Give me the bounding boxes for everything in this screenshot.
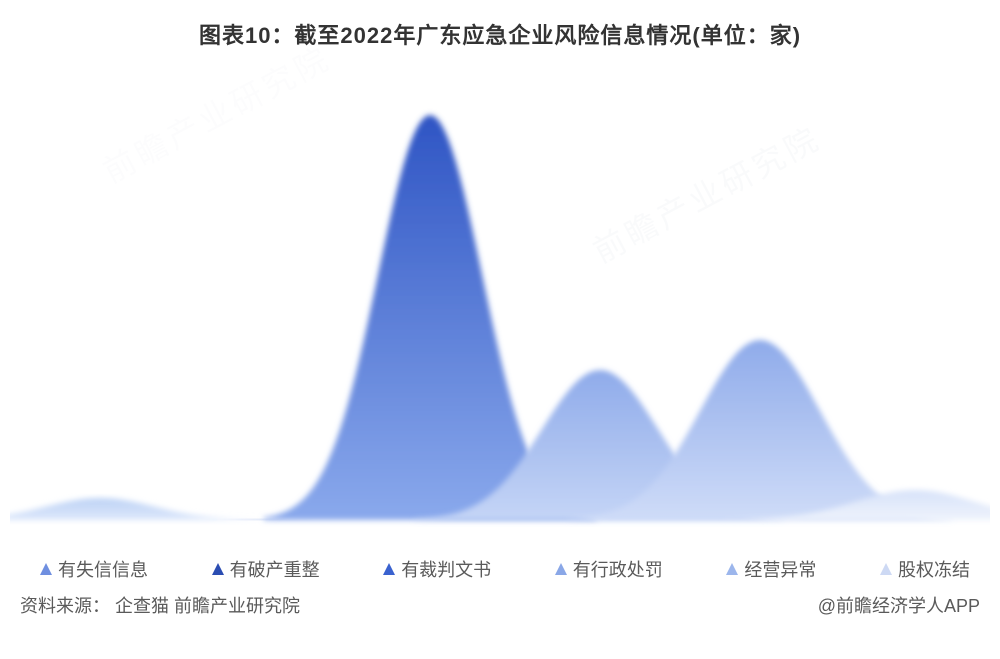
legend-marker-icon (880, 563, 892, 575)
legend-label: 经营异常 (744, 556, 816, 582)
source-line: 资料来源： 企查猫 前瞻产业研究院 (20, 592, 300, 618)
density-dishonesty (10, 498, 276, 520)
legend-marker-icon (555, 563, 567, 575)
legend-item: 有裁判文书 (383, 556, 491, 582)
legend-item: 经营异常 (726, 556, 816, 582)
legend-label: 有破产重整 (230, 556, 320, 582)
source-text: 企查猫 前瞻产业研究院 (115, 596, 300, 616)
legend-item: 股权冻结 (880, 556, 970, 582)
legend-label: 有失信信息 (58, 556, 148, 582)
legend-item: 有行政处罚 (555, 556, 663, 582)
chart-title: 图表10：截至2022年广东应急企业风险信息情况(单位：家) (0, 0, 1000, 50)
chart-area (10, 50, 990, 550)
legend-marker-icon (383, 563, 395, 575)
attribution: @前瞻经济学人APP (818, 592, 980, 618)
footer: 资料来源： 企查猫 前瞻产业研究院 @前瞻经济学人APP (10, 592, 990, 618)
legend-marker-icon (212, 563, 224, 575)
source-prefix: 资料来源： (20, 596, 110, 616)
legend-label: 股权冻结 (898, 556, 970, 582)
legend-item: 有失信信息 (40, 556, 148, 582)
legend-label: 有裁判文书 (401, 556, 491, 582)
legend: 有失信信息 有破产重整 有裁判文书 有行政处罚 经营异常 股权冻结 (20, 550, 980, 582)
legend-label: 有行政处罚 (573, 556, 663, 582)
density-chart-svg (10, 50, 990, 550)
legend-item: 有破产重整 (212, 556, 320, 582)
legend-marker-icon (726, 563, 738, 575)
legend-marker-icon (40, 563, 52, 575)
